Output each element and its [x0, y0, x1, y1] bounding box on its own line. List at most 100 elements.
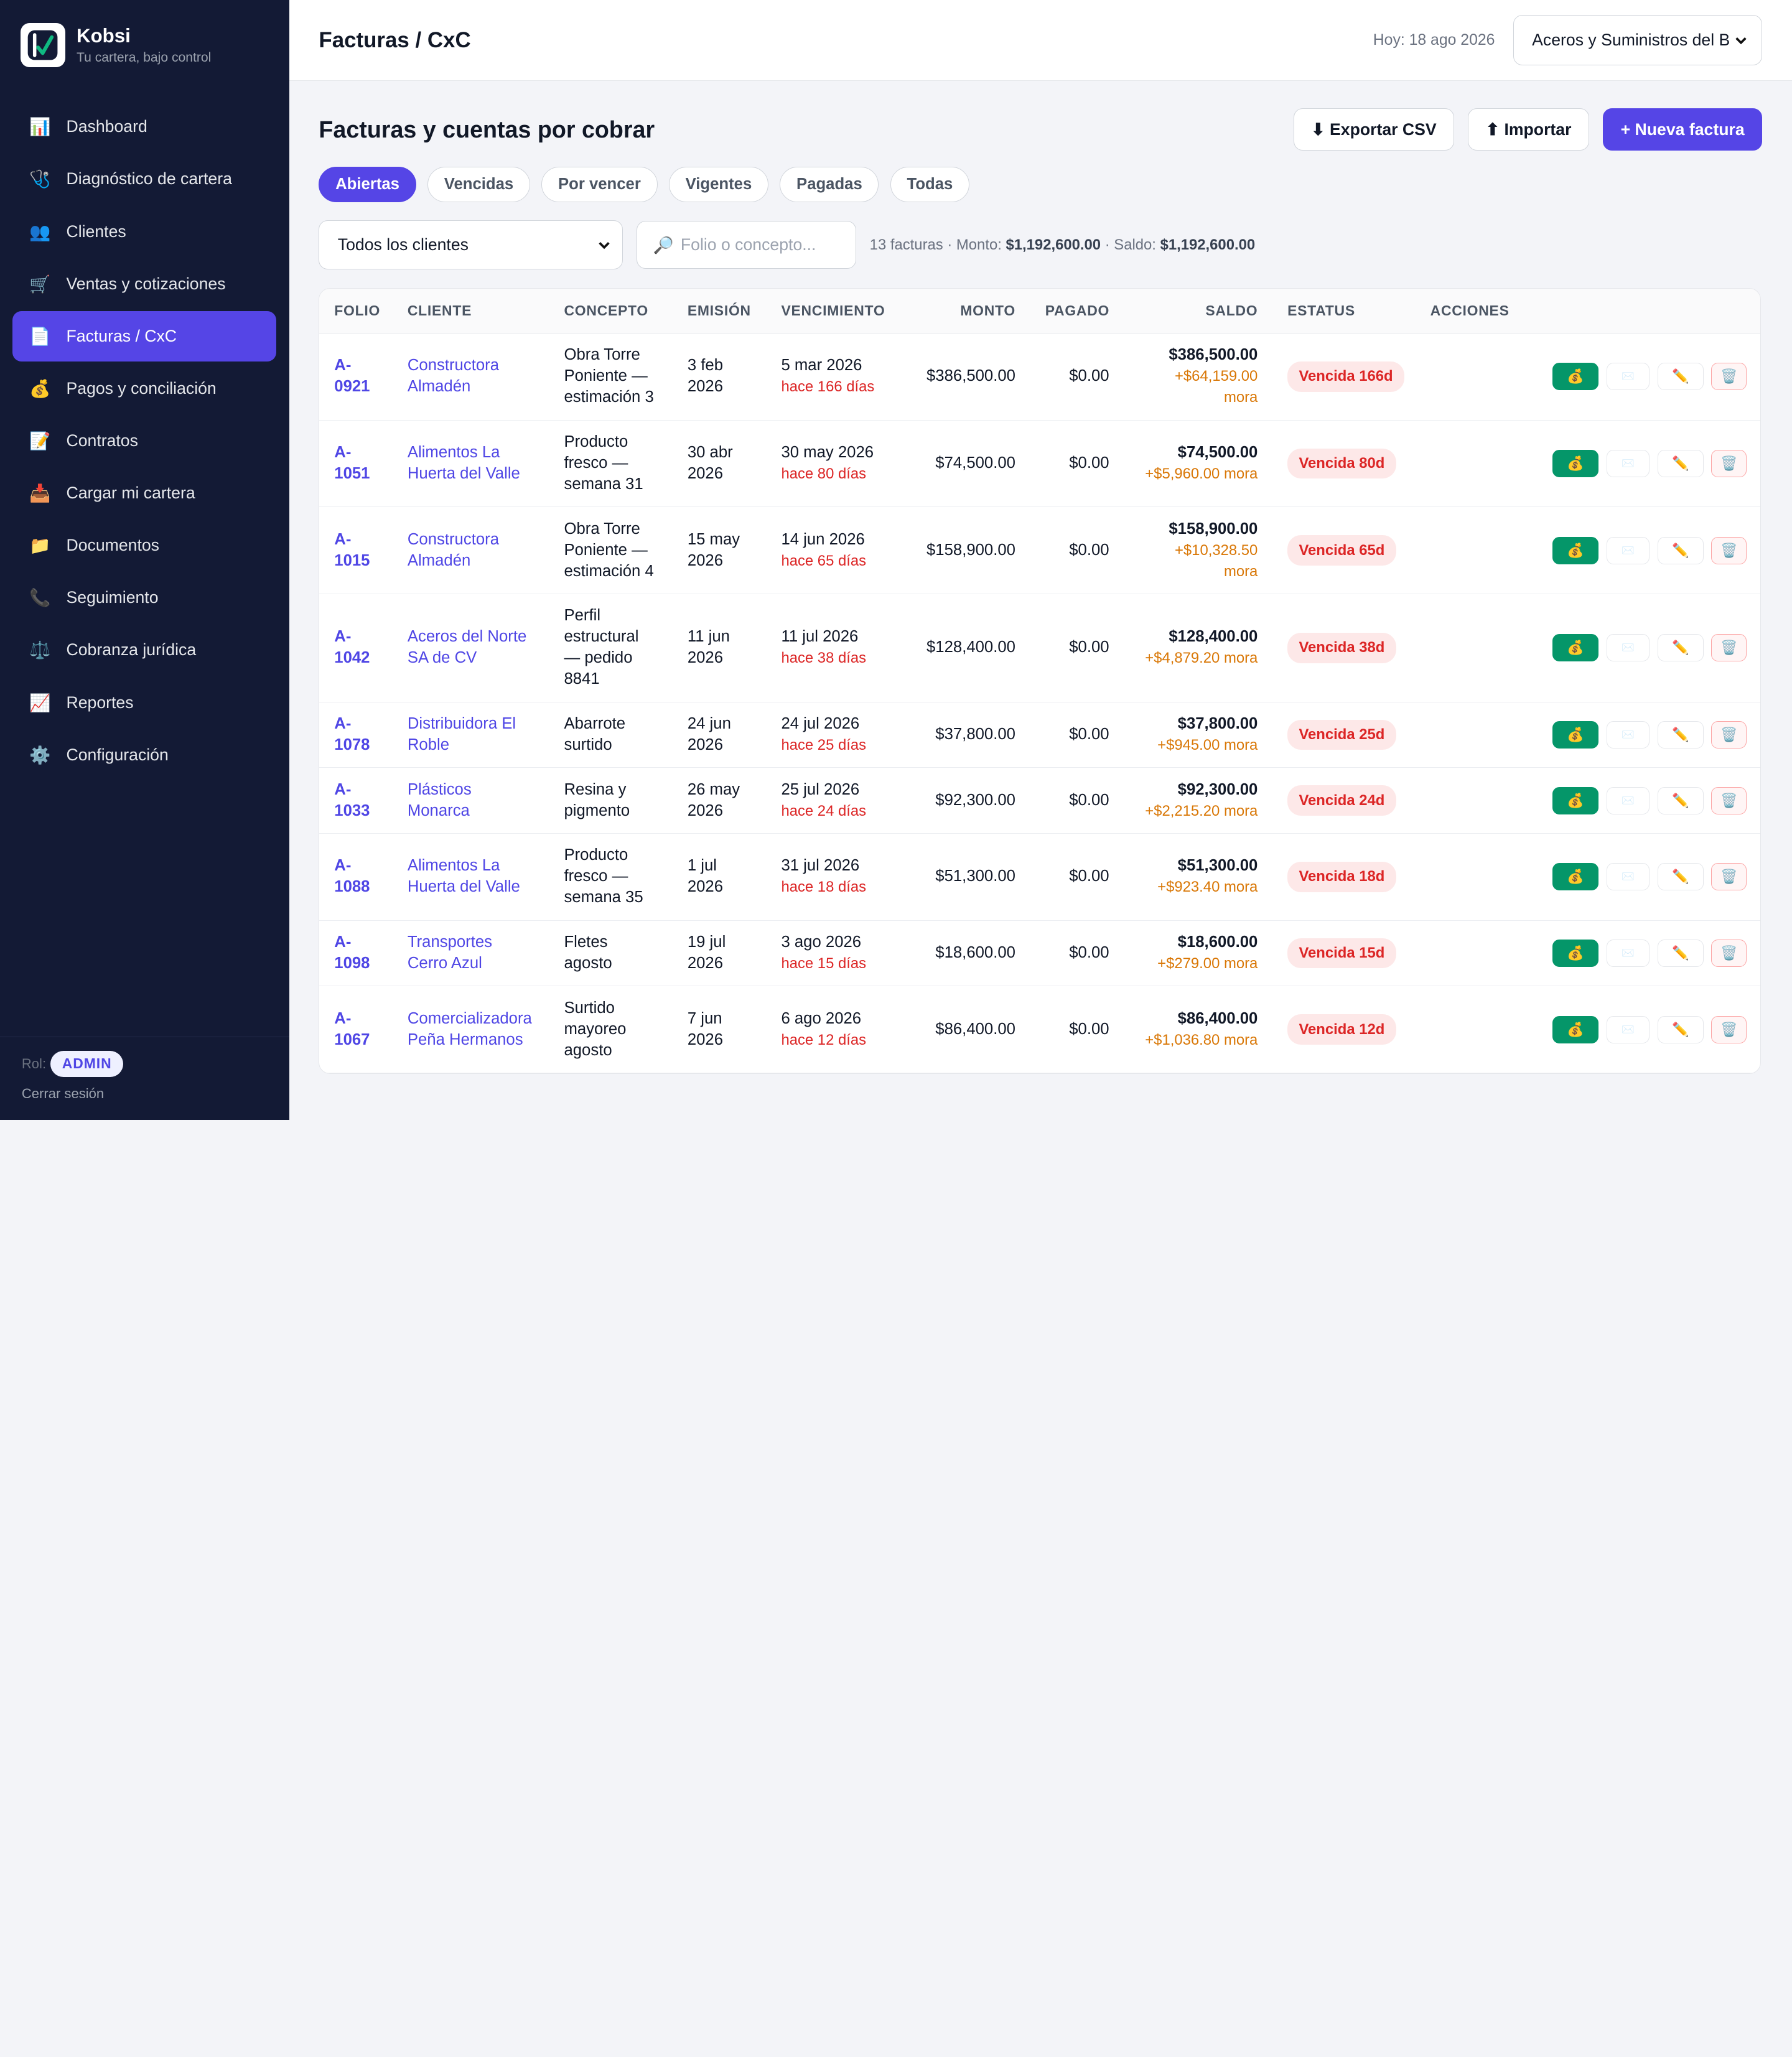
delete-invoice-button[interactable]: 🗑️: [1711, 449, 1747, 477]
table-row[interactable]: A-1078 Distribuidora El Roble Abarrote sur…: [319, 702, 1761, 768]
register-payment-button[interactable]: 💰: [1552, 721, 1598, 749]
sidebar-item-seguimiento[interactable]: 📞 Seguimiento: [12, 572, 276, 623]
delete-invoice-button[interactable]: 🗑️: [1711, 363, 1747, 391]
table-row[interactable]: A-1015 Constructora Almadén Obra Torre Pon…: [319, 506, 1761, 594]
column-header[interactable]: EMISIÓN: [672, 288, 767, 334]
client-link[interactable]: Plásticos Monarca: [407, 780, 472, 819]
edit-invoice-button[interactable]: ✏️: [1658, 536, 1704, 564]
sidebar-item-cargar-mi-cartera[interactable]: 📥 Cargar mi cartera: [12, 468, 276, 518]
table-row[interactable]: A-1067 Comercializadora Peña Hermanos Surt…: [319, 986, 1761, 1073]
column-header[interactable]: VENCIMIENTO: [766, 288, 905, 334]
table-row[interactable]: A-1051 Alimentos La Huerta del Valle Produ…: [319, 420, 1761, 508]
table-row[interactable]: A-0921 Constructora Almadén Obra Torre Pon…: [319, 333, 1761, 421]
client-link[interactable]: Alimentos La Huerta del Valle: [407, 443, 520, 482]
client-link[interactable]: Constructora Almadén: [407, 357, 499, 396]
search-input[interactable]: 🔎 Folio o concepto...: [637, 221, 856, 269]
delete-invoice-button[interactable]: 🗑️: [1711, 536, 1747, 564]
table-row[interactable]: A-1088 Alimentos La Huerta del Valle Produ…: [319, 833, 1761, 921]
tab-abiertas[interactable]: Abiertas: [319, 167, 416, 203]
client-link[interactable]: Aceros del Norte SA de CV: [407, 628, 527, 667]
sidebar-item-diagnóstico-de-cartera[interactable]: 🩺 Diagnóstico de cartera: [12, 154, 276, 205]
column-header[interactable]: FOLIO: [319, 288, 393, 334]
send-email-button[interactable]: ✉️: [1606, 449, 1650, 477]
client-link[interactable]: Alimentos La Huerta del Valle: [407, 857, 520, 896]
invoice-folio-link[interactable]: A-1088: [334, 857, 370, 896]
export-csv-button[interactable]: ⬇ Exportar CSV: [1293, 108, 1455, 151]
edit-invoice-button[interactable]: ✏️: [1658, 449, 1704, 477]
column-header[interactable]: MONTO: [904, 288, 1030, 334]
column-header[interactable]: CONCEPTO: [549, 288, 673, 334]
delete-invoice-button[interactable]: 🗑️: [1711, 786, 1747, 814]
delete-invoice-button[interactable]: 🗑️: [1711, 721, 1747, 749]
column-header[interactable]: SALDO: [1124, 288, 1273, 334]
invoice-folio-link[interactable]: A-1098: [334, 933, 370, 972]
invoice-folio-link[interactable]: A-1042: [334, 628, 370, 667]
sidebar-item-facturas-cxc[interactable]: 📄 Facturas / CxC: [12, 310, 277, 361]
register-payment-button[interactable]: 💰: [1552, 939, 1598, 967]
brand[interactable]: Kobsi Tu cartera, bajo control: [0, 0, 289, 83]
sidebar-item-documentos[interactable]: 📁 Documentos: [12, 520, 276, 571]
register-payment-button[interactable]: 💰: [1552, 1015, 1598, 1043]
tab-vencidas[interactable]: Vencidas: [427, 167, 530, 203]
send-email-button[interactable]: ✉️: [1606, 363, 1650, 391]
sidebar-item-cobranza-jurídica[interactable]: ⚖️ Cobranza jurídica: [12, 625, 276, 676]
invoice-folio-link[interactable]: A-1033: [334, 780, 370, 819]
sidebar-item-clientes[interactable]: 👥 Clientes: [12, 207, 276, 257]
sidebar-item-configuración[interactable]: ⚙️ Configuración: [12, 730, 276, 780]
sidebar-item-contratos[interactable]: 📝 Contratos: [12, 416, 276, 466]
delete-invoice-button[interactable]: 🗑️: [1711, 939, 1747, 967]
invoice-folio-link[interactable]: A-1067: [334, 1009, 370, 1048]
invoice-folio-link[interactable]: A-0921: [334, 357, 370, 396]
client-filter-select[interactable]: Todos los clientes: [319, 220, 623, 270]
register-payment-button[interactable]: 💰: [1552, 363, 1598, 391]
table-row[interactable]: A-1033 Plásticos Monarca Resina y pigmento…: [319, 767, 1761, 834]
tab-vigentes[interactable]: Vigentes: [668, 167, 768, 203]
edit-invoice-button[interactable]: ✏️: [1658, 786, 1704, 814]
send-email-button[interactable]: ✉️: [1606, 786, 1650, 814]
invoice-folio-link[interactable]: A-1051: [334, 443, 370, 482]
sidebar-item-reportes[interactable]: 📈 Reportes: [12, 678, 276, 728]
send-email-button[interactable]: ✉️: [1606, 939, 1650, 967]
invoice-folio-link[interactable]: A-1078: [334, 714, 370, 753]
sidebar-item-dashboard[interactable]: 📊 Dashboard: [12, 101, 276, 152]
sidebar-item-pagos-y-conciliación[interactable]: 💰 Pagos y conciliación: [12, 363, 276, 414]
edit-invoice-button[interactable]: ✏️: [1658, 634, 1704, 662]
send-email-button[interactable]: ✉️: [1606, 863, 1650, 891]
delete-invoice-button[interactable]: 🗑️: [1711, 634, 1747, 662]
edit-invoice-button[interactable]: ✏️: [1658, 721, 1704, 749]
delete-invoice-button[interactable]: 🗑️: [1711, 863, 1747, 891]
sidebar-item-ventas-y-cotizaciones[interactable]: 🛒 Ventas y cotizaciones: [12, 259, 276, 309]
send-email-button[interactable]: ✉️: [1606, 634, 1650, 662]
table-row[interactable]: A-1098 Transportes Cerro Azul Fletes agost…: [319, 920, 1761, 987]
column-header[interactable]: ACCIONES: [1415, 288, 1761, 334]
client-link[interactable]: Comercializadora Peña Hermanos: [407, 1009, 532, 1048]
send-email-button[interactable]: ✉️: [1606, 536, 1650, 564]
delete-invoice-button[interactable]: 🗑️: [1711, 1015, 1747, 1043]
invoice-folio-link[interactable]: A-1015: [334, 530, 370, 569]
column-header[interactable]: CLIENTE: [392, 288, 549, 334]
tab-pagadas[interactable]: Pagadas: [780, 167, 879, 203]
register-payment-button[interactable]: 💰: [1552, 536, 1598, 564]
send-email-button[interactable]: ✉️: [1606, 721, 1650, 749]
client-link[interactable]: Constructora Almadén: [407, 530, 499, 569]
register-payment-button[interactable]: 💰: [1552, 786, 1598, 814]
register-payment-button[interactable]: 💰: [1552, 634, 1598, 662]
column-header[interactable]: PAGADO: [1030, 288, 1124, 334]
table-row[interactable]: A-1042 Aceros del Norte SA de CV Perfil es…: [319, 594, 1761, 702]
edit-invoice-button[interactable]: ✏️: [1658, 863, 1704, 891]
client-link[interactable]: Transportes Cerro Azul: [407, 933, 493, 972]
column-header[interactable]: ESTATUS: [1272, 288, 1416, 334]
edit-invoice-button[interactable]: ✏️: [1658, 939, 1704, 967]
client-link[interactable]: Distribuidora El Roble: [407, 714, 516, 753]
register-payment-button[interactable]: 💰: [1552, 449, 1598, 477]
edit-invoice-button[interactable]: ✏️: [1658, 1015, 1704, 1043]
tab-por-vencer[interactable]: Por vencer: [541, 167, 658, 203]
new-invoice-button[interactable]: + Nueva factura: [1603, 108, 1763, 151]
send-email-button[interactable]: ✉️: [1606, 1015, 1650, 1043]
import-button[interactable]: ⬆ Importar: [1468, 108, 1590, 151]
company-select[interactable]: Aceros y Suministros del B: [1513, 15, 1763, 66]
edit-invoice-button[interactable]: ✏️: [1658, 363, 1704, 391]
logout-link[interactable]: Cerrar sesión: [21, 1086, 105, 1102]
tab-todas[interactable]: Todas: [890, 167, 970, 203]
register-payment-button[interactable]: 💰: [1552, 863, 1598, 891]
